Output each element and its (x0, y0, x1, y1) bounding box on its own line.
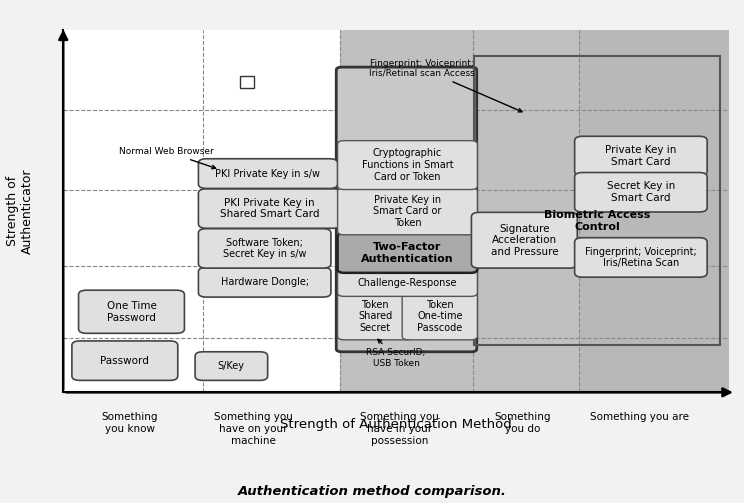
FancyBboxPatch shape (574, 238, 707, 277)
FancyBboxPatch shape (195, 352, 268, 380)
Text: RSA SecurID;
USB Token: RSA SecurID; USB Token (367, 340, 426, 368)
Text: Software Token;
Secret Key in s/w: Software Token; Secret Key in s/w (223, 237, 307, 259)
FancyBboxPatch shape (240, 76, 254, 88)
Text: Secret Key in
Smart Card: Secret Key in Smart Card (607, 182, 675, 203)
Text: Something you
have on your
machine: Something you have on your machine (214, 412, 292, 446)
Text: Fingerprint; Voiceprint;
Iris/Retina Scan: Fingerprint; Voiceprint; Iris/Retina Sca… (585, 246, 697, 268)
Text: Normal Web Browser: Normal Web Browser (119, 147, 216, 169)
Text: Something you
have in your
possession: Something you have in your possession (360, 412, 439, 446)
FancyBboxPatch shape (403, 293, 478, 340)
Text: Biometric Access
Control: Biometric Access Control (544, 210, 650, 232)
FancyBboxPatch shape (199, 189, 341, 228)
FancyBboxPatch shape (339, 30, 729, 392)
FancyBboxPatch shape (338, 269, 478, 296)
FancyBboxPatch shape (336, 67, 477, 352)
FancyBboxPatch shape (199, 159, 338, 189)
Text: One Time
Password: One Time Password (106, 301, 156, 322)
Text: Hardware Dongle;: Hardware Dongle; (221, 277, 309, 287)
FancyBboxPatch shape (574, 173, 707, 212)
Text: Something you are: Something you are (590, 412, 689, 423)
FancyBboxPatch shape (79, 290, 185, 333)
Text: Something
you do: Something you do (495, 412, 551, 434)
FancyBboxPatch shape (338, 141, 478, 190)
Text: S/Key: S/Key (218, 361, 245, 371)
FancyBboxPatch shape (580, 30, 729, 392)
Text: Password: Password (100, 356, 150, 366)
Text: Strength of Authentication Method: Strength of Authentication Method (280, 417, 512, 431)
Text: PKI Private Key in s/w: PKI Private Key in s/w (216, 169, 321, 179)
FancyBboxPatch shape (338, 188, 478, 235)
Text: Cryptographic
Functions in Smart
Card or Token: Cryptographic Functions in Smart Card or… (362, 148, 453, 182)
FancyBboxPatch shape (472, 212, 577, 268)
Text: Authentication method comparison.: Authentication method comparison. (237, 485, 507, 498)
FancyBboxPatch shape (338, 293, 413, 340)
FancyBboxPatch shape (199, 268, 331, 297)
Text: Private Key in
Smart Card: Private Key in Smart Card (605, 145, 676, 167)
Text: Something
you know: Something you know (102, 412, 158, 434)
FancyBboxPatch shape (338, 233, 478, 273)
Text: Token
One-time
Passcode: Token One-time Passcode (417, 300, 463, 333)
Text: Fingerprint; Voiceprint;
Iris/Retinal scan Access: Fingerprint; Voiceprint; Iris/Retinal sc… (368, 58, 522, 112)
Text: Two-Factor
Authentication: Two-Factor Authentication (361, 242, 454, 264)
Text: Private Key in
Smart Card or
Token: Private Key in Smart Card or Token (373, 195, 442, 228)
FancyBboxPatch shape (574, 136, 707, 176)
Text: Strength of
Authenticator: Strength of Authenticator (6, 169, 34, 254)
Text: Challenge-Response: Challenge-Response (358, 278, 458, 288)
FancyBboxPatch shape (72, 341, 178, 380)
Text: PKI Private Key in
Shared Smart Card: PKI Private Key in Shared Smart Card (220, 198, 319, 219)
Text: Signature
Acceleration
and Pressure: Signature Acceleration and Pressure (490, 224, 558, 257)
Text: Token
Shared
Secret: Token Shared Secret (358, 300, 392, 333)
FancyBboxPatch shape (199, 229, 331, 268)
